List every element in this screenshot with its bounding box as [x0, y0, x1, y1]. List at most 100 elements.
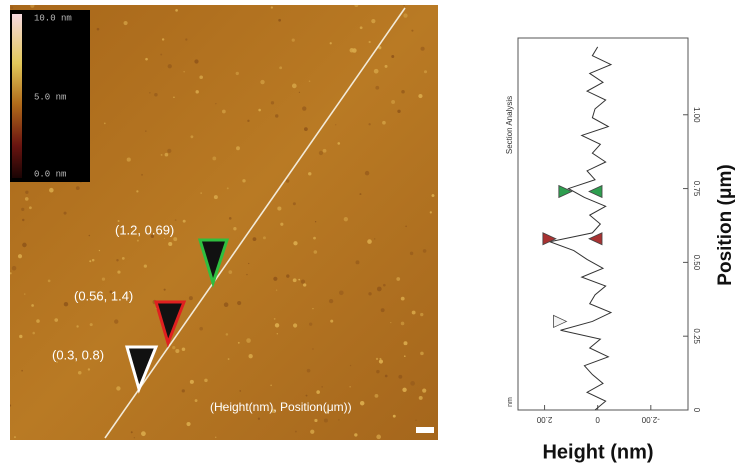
- grain: [164, 238, 165, 239]
- grain: [165, 153, 169, 157]
- grain: [164, 289, 166, 291]
- grain: [30, 4, 34, 8]
- grain: [293, 202, 296, 205]
- grain: [293, 323, 297, 327]
- annotation: (Height(nm), Position(μm)): [210, 400, 352, 414]
- grain: [356, 260, 360, 264]
- grain: [316, 390, 320, 394]
- grain: [377, 287, 382, 292]
- grain: [312, 348, 313, 349]
- grain: [199, 327, 203, 331]
- grain: [375, 86, 379, 90]
- grain: [182, 348, 186, 352]
- grain: [22, 243, 27, 248]
- grain: [76, 186, 80, 190]
- grain: [323, 149, 327, 153]
- grain: [314, 250, 318, 254]
- grain: [175, 9, 178, 12]
- grain: [419, 396, 423, 400]
- grain: [292, 38, 295, 41]
- grain: [424, 70, 427, 73]
- grain: [404, 341, 408, 345]
- grain: [371, 19, 375, 23]
- grain: [237, 301, 241, 305]
- grain: [10, 6, 13, 9]
- grain: [199, 75, 203, 79]
- chart-title: Section Analysis: [505, 96, 514, 154]
- grain: [324, 418, 328, 422]
- grain: [215, 437, 216, 438]
- grain: [304, 127, 308, 131]
- grain: [204, 379, 207, 382]
- grain: [247, 120, 249, 122]
- grain: [236, 146, 240, 150]
- grain: [141, 431, 146, 436]
- grain: [144, 264, 147, 267]
- grain: [279, 66, 282, 69]
- grain: [258, 418, 260, 420]
- grain: [369, 41, 371, 43]
- grain: [368, 123, 370, 125]
- grain: [49, 188, 54, 193]
- grain: [306, 395, 308, 397]
- grain: [32, 332, 35, 335]
- grain: [242, 179, 245, 182]
- grain: [410, 252, 413, 255]
- grain: [350, 365, 351, 366]
- annotation: (0.3, 0.8): [52, 347, 104, 362]
- grain: [403, 5, 405, 7]
- grain: [402, 388, 406, 392]
- grain: [76, 325, 78, 327]
- grain: [280, 223, 283, 226]
- grain: [354, 433, 357, 436]
- y-tick-label: 0.50: [692, 255, 701, 271]
- grain: [172, 346, 175, 349]
- grain: [299, 92, 300, 93]
- grain: [293, 241, 297, 245]
- grain: [374, 69, 379, 74]
- grain: [145, 58, 148, 61]
- colorbar: [12, 14, 22, 178]
- axis-title: Position (μm): [715, 164, 736, 285]
- grain: [189, 296, 193, 300]
- grain: [286, 179, 289, 182]
- grain: [376, 370, 379, 373]
- grain: [385, 65, 388, 68]
- grain: [337, 142, 340, 145]
- grain: [183, 71, 184, 72]
- grain: [136, 190, 138, 192]
- grain: [185, 38, 187, 40]
- y-tick-label: 0: [692, 408, 701, 413]
- grain: [354, 3, 358, 7]
- grain: [224, 302, 229, 307]
- grain: [277, 333, 278, 334]
- grain: [391, 55, 394, 58]
- grain: [270, 384, 272, 386]
- grain: [161, 154, 163, 156]
- colorbar-label: 10.0 nm: [34, 13, 72, 23]
- colorbar-label: 5.0 nm: [34, 92, 66, 102]
- y-tick-label: 0.25: [692, 328, 701, 344]
- grain: [160, 54, 162, 56]
- grain: [48, 280, 51, 283]
- grain: [246, 338, 251, 343]
- grain: [292, 84, 297, 89]
- grain: [275, 114, 278, 117]
- grain: [390, 322, 391, 323]
- grain: [168, 64, 172, 68]
- grain: [368, 292, 371, 295]
- grain: [248, 263, 249, 264]
- grain: [19, 335, 22, 338]
- grain: [329, 299, 333, 303]
- grain: [182, 389, 185, 392]
- grain: [307, 369, 311, 373]
- grain: [315, 221, 316, 222]
- unit-label: nm: [507, 397, 514, 407]
- section-chart: Section Analysis nm Height (nm) Position…: [505, 38, 736, 463]
- grain: [349, 386, 351, 388]
- grain: [162, 38, 164, 40]
- grain: [309, 322, 312, 325]
- grain: [127, 158, 131, 162]
- grain: [145, 130, 146, 131]
- grain: [116, 386, 120, 390]
